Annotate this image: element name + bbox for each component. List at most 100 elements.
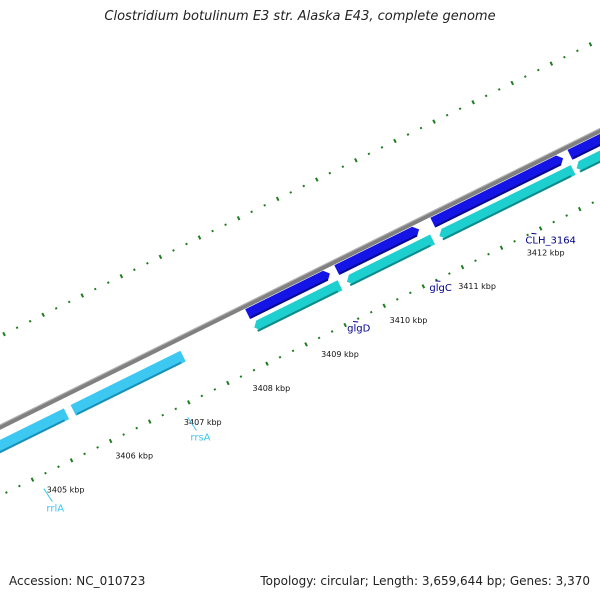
gc-dot-outer [354,158,358,163]
gc-dot-inner [565,214,569,217]
reverse-gene-arrow [439,165,576,239]
reverse-gene-arrow-edge [442,175,572,241]
rrna-feature-edge [76,361,182,416]
gc-dot-outer [445,113,449,117]
gene-label: rrlA [46,504,64,515]
gc-dot-inner [239,375,243,378]
gc-dot-inner [5,491,8,494]
gc-dot-inner [330,330,334,333]
gc-dot-outer [93,287,97,291]
gc-dot-inner [526,233,529,237]
gc-dot-outer [158,254,163,260]
gc-dot-outer [119,273,124,279]
genome-summary-text: Topology: circular; Length: 3,659,644 bp… [260,574,590,588]
gc-dot-outer [211,229,214,233]
forward-gene-arrow-edge [339,234,418,275]
forward-gene-arrow [567,133,600,160]
gc-dot-inner [513,239,516,243]
gc-dot-outer [367,152,371,156]
forward-gene-arrow-edge [435,163,562,227]
tick-label: 3409 kbp [321,350,359,359]
gc-dot-inner [213,388,217,391]
label-leader-line [187,417,197,431]
gc-dot-outer [588,42,593,47]
gc-dot-inner [499,245,504,251]
gc-dot-inner [460,264,465,270]
gc-dot-inner [30,477,35,482]
gc-dot-outer [224,223,227,226]
gc-skew-dots [2,42,595,494]
gene-label: glgC [429,283,451,294]
tick-label: 3410 kbp [390,316,428,325]
accession-text: Accession: NC_010723 [9,574,146,588]
backbone-highlight [0,127,600,426]
gc-dot-outer [28,319,32,323]
gc-dot-inner [135,426,139,430]
gc-dot-inner [343,322,347,328]
reverse-gene-arrow [576,150,600,171]
gc-dot-outer [172,249,175,252]
tick-label: 3406 kbp [115,452,153,461]
gc-dot-outer [510,80,515,86]
gc-dot-outer [146,261,149,265]
gc-dot-outer [289,191,293,194]
reverse-gene-arrow [254,280,343,331]
map-title: Clostridium botulinum E3 str. Alaska E43… [104,9,496,24]
gc-dot-inner [265,361,269,366]
gc-dot-outer [549,61,554,66]
backbone-line [0,128,600,430]
rrna-feature [70,350,186,416]
gc-dot-inner [382,303,387,308]
gc-dot-inner [487,252,490,256]
gc-dot-outer [41,312,45,318]
gc-dot-inner [174,407,178,411]
gc-dot-inner [252,368,256,372]
gc-dot-outer [380,146,384,149]
gc-dot-outer [133,268,136,272]
gc-dot-inner [200,394,204,398]
gc-dot-inner [57,465,60,469]
reverse-gene-arrow-edge [579,160,600,173]
gc-dot-outer [406,133,410,136]
forward-gene-arrow-edge [250,278,329,319]
gc-dot-outer [15,326,19,330]
tick-label: 3412 kbp [527,248,565,257]
gc-dot-inner [474,259,477,262]
gc-dot-outer [106,281,110,284]
tick-label: 3408 kbp [253,384,291,393]
label-leader-line [43,488,53,502]
gc-dot-outer [197,235,202,240]
gc-dot-outer [54,307,58,310]
gc-dot-outer [419,126,423,130]
gc-dot-outer [523,75,527,78]
gc-dot-outer [263,203,267,207]
gc-dot-inner [122,433,125,436]
gc-dot-outer [393,138,397,144]
tick-label: 3405 kbp [47,486,85,495]
gc-dot-outer [458,107,462,111]
reverse-gene-arrow-edge [257,290,339,332]
forward-gene-arrow [430,155,564,228]
gc-dot-outer [536,68,540,72]
gc-dot-inner [69,458,74,463]
tick-label: 3407 kbp [184,418,222,427]
forward-gene-arrow-edge [572,143,600,160]
gc-dot-outer [315,177,319,182]
rrna-feature [0,408,70,454]
gene-labels: rrlA rrsA glgD glgC CLH_3164 [43,232,576,515]
gc-dot-outer [432,119,436,124]
gc-dot-inner [552,220,555,224]
reverse-gene-arrow [346,234,435,285]
gene-label: rrsA [190,432,210,443]
reverse-gene-arrow-edge [349,244,431,287]
gc-dot-inner [18,484,21,488]
gc-dot-outer [2,331,6,337]
gc-dot-inner [538,226,543,231]
gc-dot-inner [421,284,426,289]
gc-dot-outer [185,242,188,246]
gc-dot-inner [291,349,295,353]
gc-dot-inner [369,310,373,314]
gc-dot-inner [591,201,595,205]
